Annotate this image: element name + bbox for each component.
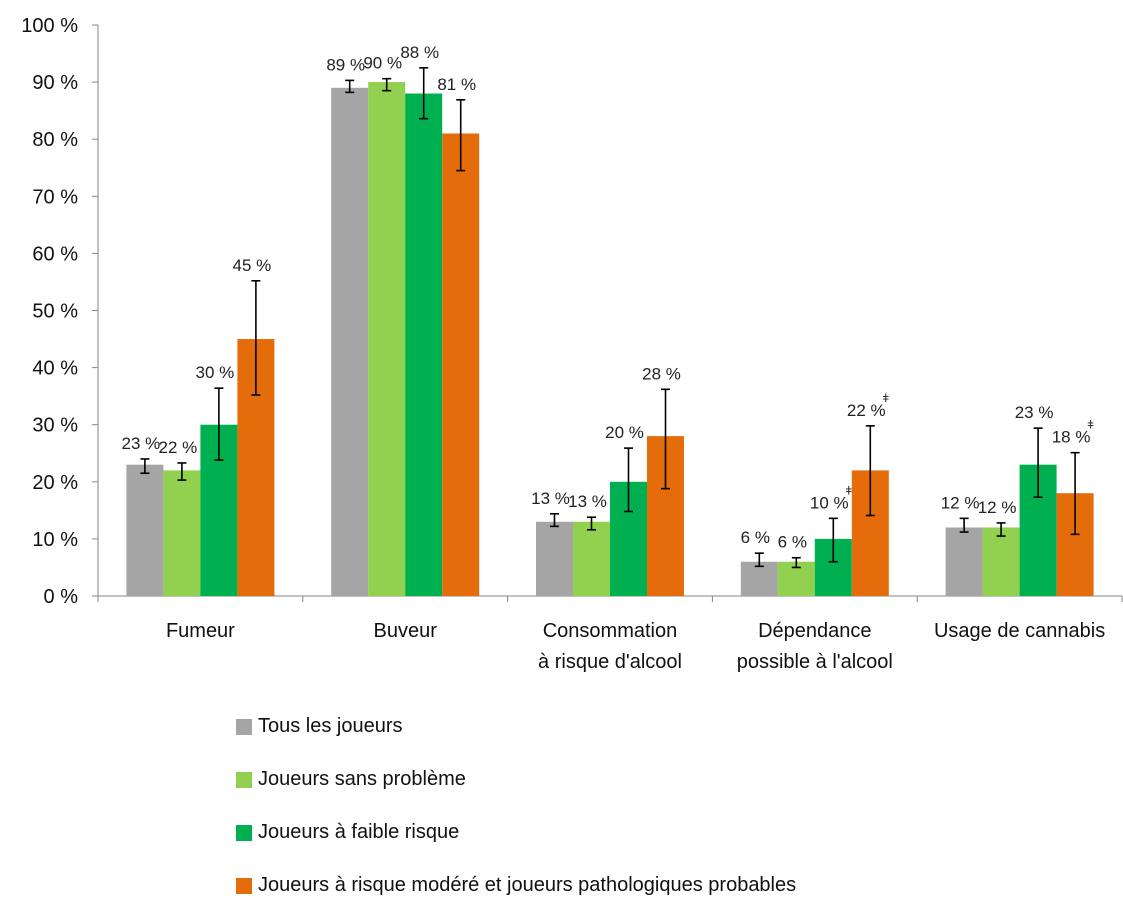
data-label: 81 %	[437, 75, 476, 94]
data-label: 6 %	[741, 528, 770, 547]
bar-joueurs-sans-probl-me-4	[982, 527, 1020, 596]
data-label: 13 %	[531, 489, 570, 508]
x-tick-label-fumeur: Fumeur	[166, 620, 235, 642]
data-label: 89 %	[326, 55, 365, 74]
legend-item-joueurs-risque-modere: Joueurs à risque modéré et joueurs patho…	[236, 859, 796, 912]
y-tick-label: 90 %	[32, 72, 78, 94]
data-label: 23 %	[122, 434, 161, 453]
data-label-flag: ǂ	[845, 483, 852, 497]
legend-item-tous-les-joueurs: Tous les joueurs	[236, 700, 796, 753]
data-label: 6 %	[778, 533, 807, 552]
y-tick-label: 100 %	[21, 15, 78, 37]
bar-joueurs-risque-mod-r-et-joueurs-pathologiques-probables-1	[442, 133, 480, 597]
data-label: 22 %	[159, 438, 198, 457]
bar-joueurs-sans-probl-me-2	[573, 521, 610, 596]
legend: Tous les joueurs Joueurs sans problème J…	[236, 700, 796, 912]
legend-swatch-tous-les-joueurs	[236, 718, 252, 735]
data-label: 10 %	[810, 493, 849, 512]
y-tick-label: 0 %	[44, 586, 79, 608]
data-label: 12 %	[978, 498, 1017, 517]
y-tick-label: 70 %	[32, 186, 78, 208]
y-tick-label: 40 %	[32, 358, 78, 380]
bar-tous-les-joueurs-0	[126, 464, 164, 596]
data-label: 22 %	[847, 401, 886, 420]
x-tick-label-d-pendance: Dépendance possible à l'alcool	[737, 620, 893, 673]
data-label: 20 %	[605, 423, 644, 442]
legend-swatch-joueurs-sans-probleme	[236, 771, 252, 788]
legend-label-tous-les-joueurs: Tous les joueurs	[258, 715, 403, 737]
bar-tous-les-joueurs-4	[945, 527, 983, 596]
bar-tous-les-joueurs-1	[331, 87, 369, 596]
bar-joueurs-faible-risque-1	[405, 93, 443, 597]
legend-swatch-joueurs-faible-risque	[236, 824, 252, 841]
data-label: 23 %	[1015, 403, 1054, 422]
legend-label-joueurs-faible-risque: Joueurs à faible risque	[258, 821, 460, 843]
x-tick-label-buveur: Buveur	[374, 620, 438, 642]
bar-chart: 0 % 10 % 20 % 30 % 40 % 50 % 60 % 70 % 80 % 90 % 1…	[21, 15, 1123, 673]
data-label: 18 %	[1052, 428, 1091, 447]
legend-item-joueurs-sans-probleme: Joueurs sans problème	[236, 753, 796, 806]
legend-label-joueurs-risque-modere: Joueurs à risque modéré et joueurs patho…	[258, 874, 797, 896]
data-label: 45 %	[233, 256, 272, 275]
data-label: 90 %	[363, 54, 402, 73]
y-tick-label: 50 %	[32, 301, 78, 323]
data-label-flag: ǂ	[1087, 418, 1094, 432]
y-tick-label: 20 %	[32, 472, 78, 494]
data-label-flag: ǂ	[882, 391, 889, 405]
chart: 0 % 10 % 20 % 30 % 40 % 50 % 60 % 70 % 80 % 90 % 1…	[21, 15, 1123, 896]
bar-joueurs-sans-probl-me-0	[163, 470, 201, 596]
data-label: 28 %	[642, 364, 681, 383]
data-label: 12 %	[941, 493, 980, 512]
legend-label-joueurs-sans-probleme: Joueurs sans problème	[258, 768, 466, 790]
y-tick-label: 10 %	[32, 529, 78, 551]
bar-joueurs-sans-probl-me-1	[368, 82, 406, 597]
data-label: 88 %	[400, 43, 439, 62]
bar-tous-les-joueurs-2	[536, 521, 573, 596]
bar-tous-les-joueurs-3	[740, 561, 778, 596]
x-tick-label-usage-de-cannabis: Usage de cannabis	[934, 620, 1105, 642]
y-tick-label: 80 %	[32, 129, 78, 151]
legend-item-joueurs-faible-risque: Joueurs à faible risque	[236, 806, 796, 859]
legend-swatch-joueurs-risque-modere	[236, 877, 252, 894]
y-tick-label: 30 %	[32, 415, 78, 437]
y-tick-label: 60 %	[32, 243, 78, 265]
x-tick-label-consommation: Consommation à risque d'alcool	[538, 620, 682, 673]
data-label: 30 %	[196, 363, 235, 382]
data-label: 13 %	[568, 492, 607, 511]
